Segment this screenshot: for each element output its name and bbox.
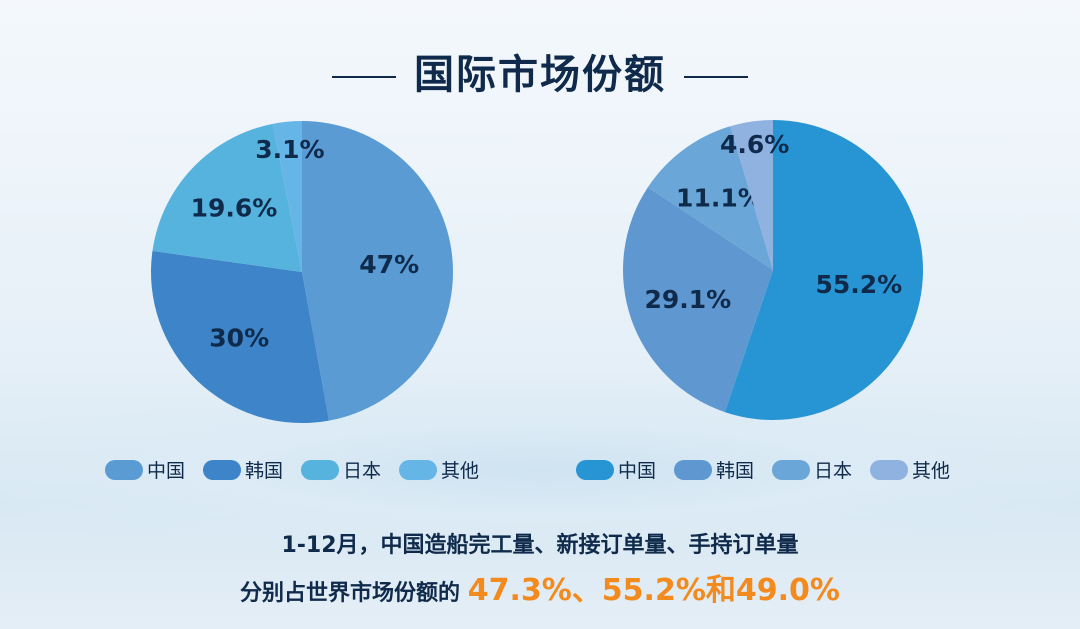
pie-slice-中国 [302, 121, 453, 421]
legend-swatch [674, 459, 713, 480]
legend-swatch [870, 459, 909, 480]
legend-swatch [105, 459, 143, 480]
pie-slice-中国 [724, 120, 923, 420]
data-label: 3.1% [255, 135, 324, 164]
footer-highlight: 47.3%、55.2%和49.0% [467, 573, 840, 608]
legend-item: 中国 [105, 456, 185, 483]
legend-item: 中国 [576, 456, 656, 483]
data-label: 4.6% [720, 130, 789, 159]
title-text: 国际市场份额 [414, 52, 666, 98]
legend-label: 韩国 [716, 460, 755, 482]
footer-line-1: 1-12月，中国造船完工量、新接订单量、手持订单量 [281, 533, 799, 558]
legend-label: 日本 [343, 460, 382, 482]
page-title: 国际市场份额 [0, 42, 1080, 100]
legend-right: 中国 韩国 日本 其他 [576, 456, 950, 483]
title-rule-left [332, 76, 396, 78]
legend-left: 中国 韩国 日本 其他 [105, 456, 479, 483]
legend-label: 中国 [618, 460, 657, 482]
pie-slice-韩国 [150, 250, 329, 423]
data-label: 19.6% [191, 194, 278, 223]
legend-label: 中国 [147, 460, 186, 482]
footer-line-2: 分别占世界市场份额的 47.3%、55.2%和49.0% [0, 565, 1080, 609]
legend-label: 其他 [912, 460, 951, 482]
pie-slice-韩国 [622, 187, 773, 413]
legend-swatch [399, 459, 438, 480]
data-label: 29.1% [644, 285, 731, 314]
legend-swatch [576, 459, 614, 480]
legend-label: 其他 [441, 460, 480, 482]
legend-label: 韩国 [245, 460, 284, 482]
pie-slice-日本 [152, 123, 302, 272]
legend-swatch [772, 459, 811, 480]
data-label: 30% [209, 323, 269, 352]
pie-slice-其他 [272, 121, 302, 272]
legend-swatch [301, 459, 340, 480]
footer-prefix: 分别占世界市场份额的 [240, 581, 468, 606]
legend-item: 日本 [772, 456, 852, 483]
legend-item: 其他 [399, 456, 479, 483]
data-label: 47% [359, 250, 419, 279]
legend-label: 日本 [814, 460, 853, 482]
data-label: 55.2% [815, 270, 902, 299]
legend-item: 韩国 [674, 456, 754, 483]
legend-swatch [203, 459, 242, 480]
pie-slice-日本 [647, 126, 773, 270]
data-label: 11.1% [676, 184, 763, 213]
title-rule-right [684, 76, 748, 78]
legend-item: 其他 [870, 456, 950, 483]
pie-slice-其他 [730, 120, 773, 270]
legend-item: 日本 [301, 456, 381, 483]
legend-item: 韩国 [203, 456, 283, 483]
